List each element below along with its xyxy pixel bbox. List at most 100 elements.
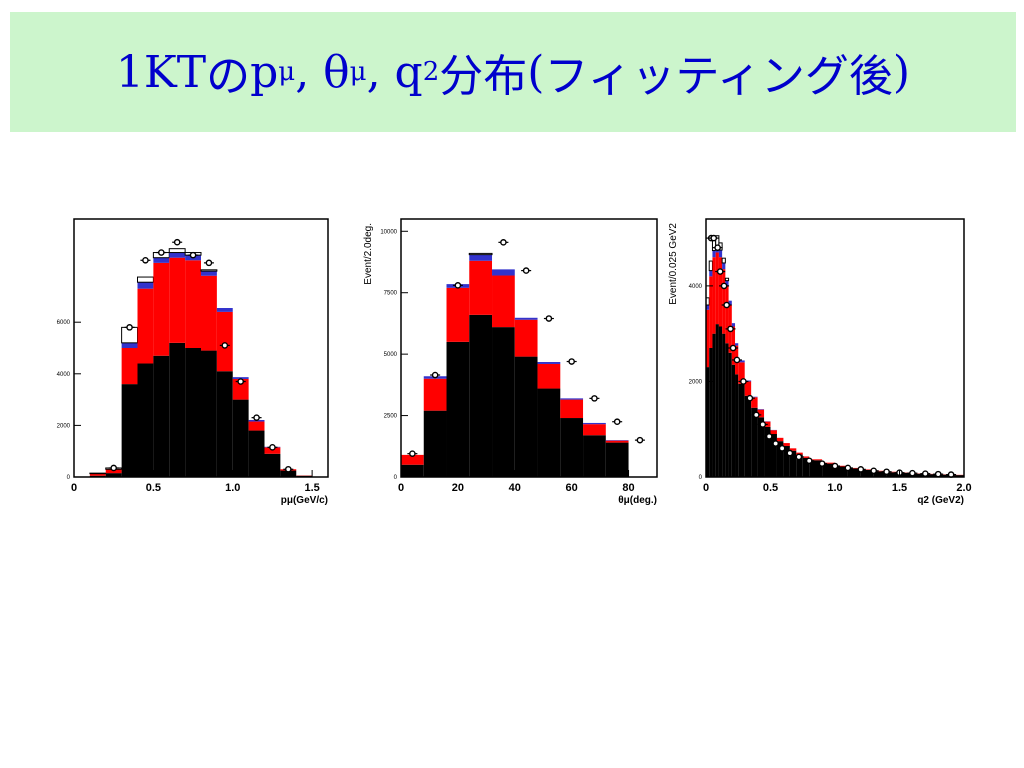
histogram-bar [709,276,713,348]
histogram-bar [764,426,771,477]
histogram-bar [469,254,493,261]
histogram-bar [605,440,629,443]
histogram-bar [789,450,797,477]
histogram-bar [776,437,784,442]
histogram-bar [583,422,606,425]
histogram-bar [153,355,170,477]
x-tick-label: 1.5 [304,482,319,494]
histogram-bar [744,395,752,477]
histogram-bar [706,305,710,310]
histogram-bar [725,343,729,477]
title-subscript: μ [349,57,367,87]
histogram-bar [469,260,493,315]
histogram-bar [951,475,964,477]
chart-2: 0 20 40 60 80 0 2500 5000 7500 10000 θμ(deg.) Event… [363,218,658,506]
x-tick-label: 60 [566,482,578,494]
histogram-bar [725,285,729,344]
data-point [269,444,276,451]
histogram-bar [770,430,777,434]
histogram-bar [847,468,861,477]
histogram-bar [492,327,515,477]
histogram-bar [724,277,730,282]
histogram-bar [715,324,719,477]
histogram-bar [185,260,201,348]
histogram-bar [783,445,790,477]
data-point [591,395,598,402]
data-point [753,411,760,419]
x-tick-label: 0.5 [146,482,161,494]
histogram-bar [89,473,106,476]
histogram-bar [738,362,745,384]
histogram-bar [938,474,952,477]
x-axis-label: pμ(GeV/c) [281,495,328,506]
data-point [126,324,133,331]
histogram-bar [789,448,797,451]
x-tick-label: 2.0 [956,482,971,494]
data-point [857,466,865,473]
x-tick-label: 0 [703,482,709,494]
histogram-bar [560,418,584,477]
y-tick-label: 2000 [689,379,703,385]
histogram-bar [796,452,803,455]
data-point [720,282,728,290]
histogram-bar [751,397,758,408]
plot-frame [400,218,658,478]
plot-frame [73,218,329,478]
histogram-bar [835,465,848,467]
histogram-bar [706,367,710,477]
histogram-bar [712,250,716,258]
histogram-bar [446,341,470,477]
data-point [173,238,181,246]
histogram-bar [423,410,447,477]
histogram-bar [137,276,154,283]
histogram-bar [401,454,424,465]
histogram-bar [822,463,835,477]
y-axis-label: Event/2.0deg. [363,223,374,285]
x-tick-label: 1.0 [827,482,842,494]
histogram-bar [232,378,249,400]
data-point [142,256,149,264]
y-tick-label: 7500 [384,291,398,297]
data-point [795,453,803,461]
histogram-bar [712,257,716,334]
histogram-bar [121,384,138,477]
histogram-bar [718,257,723,327]
y-axis-label: Event/0.025 GeV2 [668,223,679,305]
histogram-bar [738,383,745,477]
histogram-bar [423,378,447,411]
histogram-bar [873,471,887,477]
y-tick-label: 5000 [384,352,398,358]
histogram-bar [137,282,154,289]
histogram-bar [89,472,107,475]
data-point [740,378,747,385]
y-tick-label: 2000 [57,423,71,429]
histogram-bar [216,308,233,312]
data-point [844,464,852,472]
data-point [786,449,794,457]
histogram-bar [757,409,765,418]
data-point [831,462,839,470]
histogram-bar [121,348,138,385]
data-point [409,450,416,457]
histogram-bar [514,317,538,320]
histogram-bar [725,280,729,286]
histogram-bar [468,252,493,256]
y-tick-label: 0 [394,475,398,481]
histogram-bar [751,407,758,477]
data-point [765,433,773,440]
histogram-bar [809,460,823,477]
data-point [778,445,786,452]
histogram-bar [605,442,629,477]
histogram-bar [715,252,719,325]
histogram-bar [492,275,515,328]
data-point [723,301,730,309]
histogram-bar [216,311,233,372]
data-point [759,421,767,428]
histogram-bar [201,271,217,276]
histogram-bar [770,434,777,477]
histogram-bar [264,453,281,477]
data-point [727,325,734,333]
histogram-bar [232,399,249,477]
histogram-bar [168,248,186,254]
